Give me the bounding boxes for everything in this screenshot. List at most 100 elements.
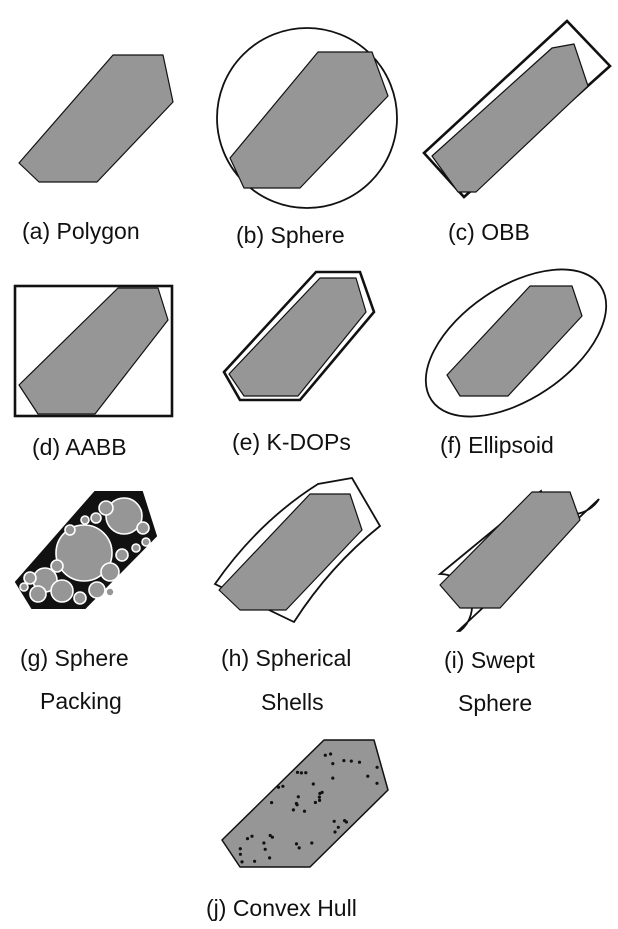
hull-point bbox=[268, 833, 272, 838]
hull-point bbox=[270, 835, 274, 839]
caption-g: (g) Sphere bbox=[20, 645, 129, 671]
hull-point bbox=[297, 846, 301, 850]
hull-point bbox=[302, 809, 307, 813]
hull-point bbox=[333, 830, 337, 834]
hull-point bbox=[294, 801, 298, 806]
panel-g-sphere-packing bbox=[14, 491, 158, 609]
hull-point bbox=[270, 801, 274, 805]
packing-sphere bbox=[50, 559, 64, 573]
polygon-shape bbox=[218, 493, 363, 611]
panel-a-polygon bbox=[18, 54, 174, 183]
polygon-shape bbox=[228, 277, 367, 397]
caption-i-line2: Sphere bbox=[458, 690, 533, 716]
panel-h-spherical-shells bbox=[213, 477, 382, 624]
hull-point bbox=[375, 781, 379, 785]
caption-c: (c) OBB bbox=[448, 219, 530, 245]
hull-point bbox=[329, 752, 333, 756]
panel-j-convex-hull bbox=[221, 739, 389, 868]
hull-point bbox=[320, 790, 324, 795]
hull-point bbox=[291, 808, 295, 812]
packing-sphere bbox=[19, 582, 29, 592]
panel-f-ellipsoid bbox=[424, 268, 608, 418]
hull-point bbox=[262, 841, 266, 845]
panel-e-kdops bbox=[222, 270, 376, 402]
hull-point bbox=[299, 771, 303, 775]
hull-point bbox=[331, 776, 335, 780]
panel-i-swept-sphere bbox=[437, 489, 600, 632]
hull-point bbox=[295, 770, 300, 775]
hull-point bbox=[366, 774, 370, 778]
hull-point bbox=[294, 842, 299, 846]
hull-point bbox=[281, 784, 285, 788]
hull-point bbox=[240, 860, 244, 864]
hull-point bbox=[313, 800, 317, 805]
spherical-shell bbox=[213, 477, 382, 624]
hull-point bbox=[318, 798, 322, 803]
caption-b: (b) Sphere bbox=[236, 222, 345, 248]
polygon-shape bbox=[446, 285, 583, 397]
polygon-shape bbox=[439, 491, 581, 609]
caption-a: (a) Polygon bbox=[22, 218, 140, 244]
hull-point bbox=[296, 795, 300, 799]
hull-point bbox=[357, 760, 362, 764]
hull-point bbox=[349, 759, 353, 763]
caption-h-line2: Shells bbox=[261, 689, 324, 715]
hull-point bbox=[238, 847, 242, 851]
hull-point bbox=[263, 847, 267, 851]
panel-b-sphere bbox=[216, 27, 398, 209]
hull-point bbox=[317, 795, 321, 799]
hull-point bbox=[375, 765, 379, 769]
caption-f: (f) Ellipsoid bbox=[440, 432, 554, 458]
hull-point bbox=[323, 753, 327, 757]
packing-sphere bbox=[136, 521, 150, 535]
packing-sphere bbox=[90, 512, 102, 524]
hull-point-cloud bbox=[238, 752, 379, 864]
hull-point bbox=[276, 785, 281, 789]
caption-j: (j) Convex Hull bbox=[206, 895, 357, 921]
hull-point bbox=[304, 771, 308, 775]
hull-point bbox=[342, 759, 346, 763]
caption-e: (e) K-DOPs bbox=[232, 429, 351, 455]
caption-h: (h) Spherical bbox=[221, 645, 352, 671]
hull-point bbox=[268, 856, 272, 860]
packing-sphere bbox=[23, 571, 37, 585]
polygon-shape bbox=[229, 51, 389, 189]
packing-sphere bbox=[64, 524, 76, 536]
packing-sphere bbox=[98, 500, 114, 516]
caption-i: (i) Swept bbox=[444, 647, 535, 673]
packing-sphere bbox=[50, 579, 74, 603]
packing-sphere bbox=[73, 591, 87, 605]
hull-point bbox=[238, 852, 242, 856]
hull-point bbox=[336, 825, 340, 829]
packing-sphere bbox=[105, 497, 143, 535]
hull-point bbox=[245, 837, 250, 841]
bounding-ellipsoid bbox=[424, 268, 608, 418]
hull-point bbox=[250, 834, 254, 838]
caption-g-line2: Packing bbox=[40, 688, 122, 714]
packing-sphere bbox=[88, 581, 106, 599]
panel-c-obb bbox=[422, 19, 612, 199]
polygon-shape bbox=[431, 43, 589, 193]
hull-point bbox=[331, 762, 335, 766]
packing-sphere bbox=[115, 548, 129, 562]
packing-sphere bbox=[105, 587, 115, 597]
packing-sphere bbox=[29, 585, 47, 603]
k-dop-hull bbox=[222, 270, 376, 402]
packing-sphere bbox=[55, 524, 113, 582]
packing-sphere bbox=[131, 543, 141, 553]
hull-point bbox=[310, 841, 314, 845]
packing-sphere bbox=[100, 562, 120, 582]
axis-aligned-bounding-box bbox=[13, 284, 174, 418]
convex-hull-shape bbox=[221, 739, 389, 868]
packing-sphere bbox=[80, 515, 90, 525]
panel-d-aabb bbox=[13, 284, 174, 418]
bounding-sphere bbox=[216, 27, 398, 209]
caption-d: (d) AABB bbox=[32, 434, 127, 460]
packing-sphere bbox=[141, 537, 151, 547]
hull-point bbox=[253, 859, 257, 863]
polygon-shape bbox=[18, 54, 174, 183]
swept-sphere bbox=[437, 489, 600, 632]
polygon-shape bbox=[18, 287, 169, 415]
hull-point bbox=[332, 819, 336, 823]
